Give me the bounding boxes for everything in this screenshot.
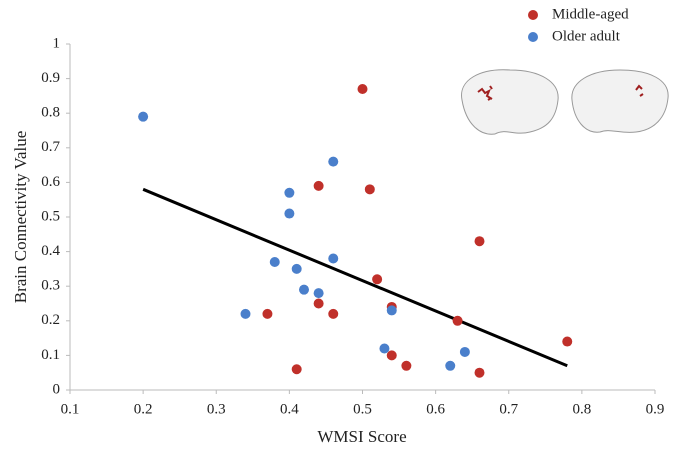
scatter-point <box>284 208 295 219</box>
x-tick-label: 0.4 <box>280 401 299 417</box>
legend-marker <box>528 32 538 42</box>
y-tick-label: 0.1 <box>41 347 60 363</box>
x-axis-label: WMSI Score <box>317 427 406 446</box>
y-tick-label: 1 <box>53 35 61 51</box>
x-tick-label: 0.1 <box>61 401 80 417</box>
scatter-point <box>452 315 463 326</box>
x-tick-label: 0.5 <box>353 401 372 417</box>
legend-marker <box>528 10 538 20</box>
x-tick-label: 0.7 <box>499 401 518 417</box>
y-tick-label: 0.4 <box>41 243 60 259</box>
scatter-point <box>269 256 280 267</box>
y-tick-label: 0.3 <box>41 278 60 294</box>
scatter-point <box>459 346 470 357</box>
scatter-point <box>445 360 456 371</box>
scatter-point <box>401 360 412 371</box>
scatter-point <box>372 274 383 285</box>
scatter-point <box>313 298 324 309</box>
y-tick-label: 0.6 <box>41 174 60 190</box>
scatter-point <box>386 305 397 316</box>
x-tick-label: 0.8 <box>573 401 592 417</box>
scatter-point <box>291 263 302 274</box>
scatter-point <box>291 364 302 375</box>
scatter-point <box>299 284 309 295</box>
scatter-point <box>138 111 149 122</box>
trend-line <box>142 187 568 368</box>
scatter-point <box>328 156 339 167</box>
legend-label: Older adult <box>552 28 621 44</box>
scatter-point <box>357 83 368 94</box>
y-tick-label: 0.5 <box>41 208 60 224</box>
y-tick-label: 0.8 <box>41 105 60 121</box>
brain-images <box>461 69 669 135</box>
legend-label: Middle-aged <box>552 6 629 22</box>
scatter-point <box>364 184 375 195</box>
scatter-point <box>386 350 397 361</box>
y-tick-label: 0 <box>53 381 61 397</box>
x-tick-label: 0.3 <box>207 401 226 417</box>
y-tick-label: 0.2 <box>41 312 60 328</box>
x-tick-label: 0.9 <box>646 401 665 417</box>
scatter-point <box>262 308 273 319</box>
scatter-point <box>313 180 324 191</box>
scatter-point <box>474 367 485 378</box>
scatter-point <box>328 308 339 319</box>
x-tick-label: 0.2 <box>134 401 153 417</box>
y-axis-label: Brain Connectivity Value <box>11 131 30 304</box>
x-tick-label: 0.6 <box>426 401 445 417</box>
scatter-point <box>284 187 295 198</box>
scatter-point <box>379 343 390 354</box>
scatter-point <box>328 253 339 264</box>
scatter-point <box>240 308 251 319</box>
scatter-point <box>562 336 573 347</box>
y-tick-label: 0.7 <box>41 139 60 155</box>
scatter-point <box>313 288 324 299</box>
scatter-point <box>474 236 485 247</box>
y-tick-label: 0.9 <box>41 70 60 86</box>
